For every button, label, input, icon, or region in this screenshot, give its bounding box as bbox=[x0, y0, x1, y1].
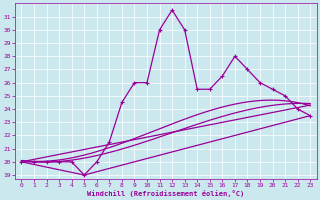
X-axis label: Windchill (Refroidissement éolien,°C): Windchill (Refroidissement éolien,°C) bbox=[87, 190, 244, 197]
